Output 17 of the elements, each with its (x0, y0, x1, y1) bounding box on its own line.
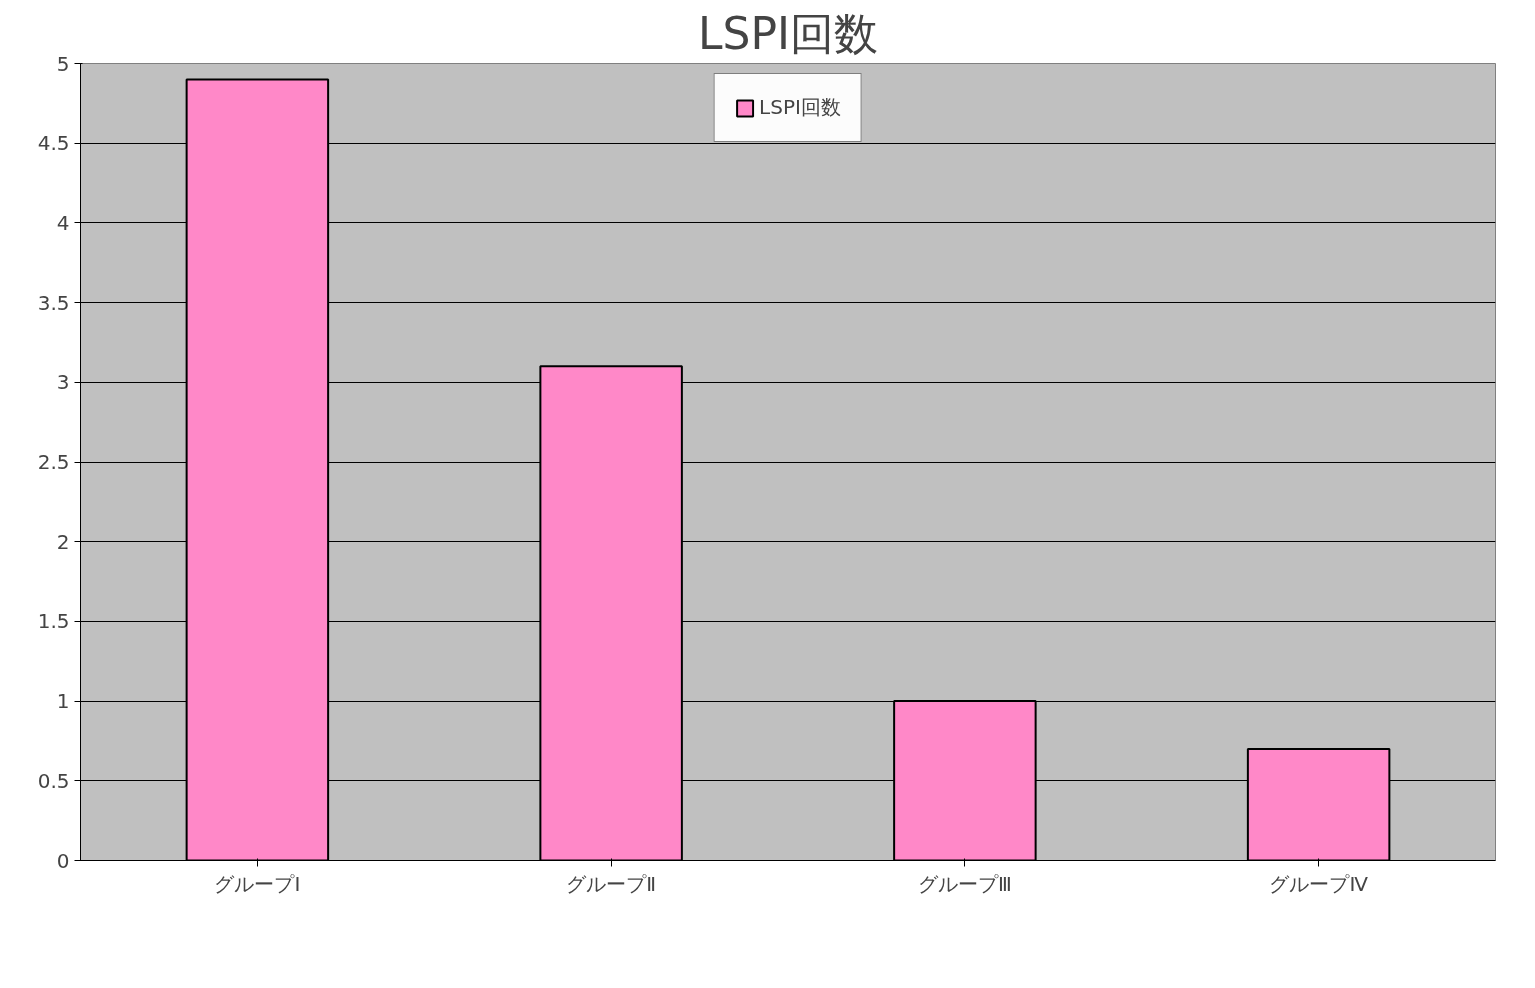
x-tick-label: グループⅢ (917, 871, 1012, 896)
y-tick-label: 0.5 (37, 768, 70, 793)
y-tick-label: 2 (56, 529, 70, 554)
x-tick-label: グループⅣ (1269, 871, 1369, 896)
y-tick-label: 5 (56, 51, 70, 76)
y-tick-label: 0 (56, 848, 70, 873)
chart-title: LSPI回数 (698, 7, 878, 59)
y-tick-label: 3.5 (37, 290, 70, 315)
y-tick-label: 3 (56, 370, 70, 395)
legend-label: LSPI回数 (759, 94, 841, 121)
y-tick-label: 1 (56, 689, 70, 714)
y-tick-label: 4 (56, 210, 70, 235)
x-tick-label: グループⅡ (566, 871, 657, 896)
y-tick-label: 4.5 (37, 131, 70, 156)
y-tick-label: 2.5 (37, 450, 70, 474)
y-tick-label: 1.5 (37, 609, 70, 634)
x-tick-label: グループⅠ (214, 871, 301, 896)
